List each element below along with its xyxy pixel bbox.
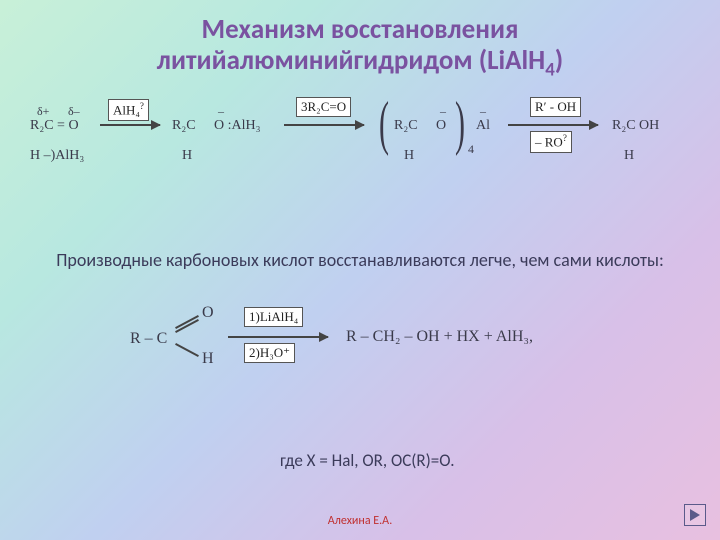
author-credit: Алехина Е.А. [0, 514, 720, 528]
arrow-2 [284, 124, 364, 126]
title-line1: Механизм восстановления [202, 13, 519, 46]
box-alh4: AlH₄? [108, 99, 149, 120]
br-obar: – [440, 105, 446, 117]
r2c-eq-o: R₂C = O [30, 119, 79, 133]
s2-hbot: H [202, 351, 214, 367]
arrow-3 [508, 124, 598, 126]
int1-obar: – [218, 105, 224, 117]
s2-r: R – C [130, 331, 167, 347]
delta-plus: δ+ [37, 105, 49, 117]
br-o: O [436, 119, 446, 133]
title-line2a: литийалюминийгидридом (LiAlH [157, 44, 545, 77]
s2-arrow [228, 336, 328, 338]
int1-r2c: R₂C [172, 119, 196, 133]
bracket-open: ( [374, 93, 394, 153]
box-ro: – RO? [530, 131, 572, 152]
int1-h: H [182, 149, 192, 163]
box-ro-sup: ? [563, 133, 567, 143]
box-h3o: 2)H₃O⁺ [244, 343, 295, 363]
bracket-close: ) [450, 93, 470, 153]
br-al: Al [476, 119, 490, 133]
s2-o: O [202, 305, 214, 321]
br-h: H [404, 149, 414, 163]
h-alh3: H –)AlH₃ [30, 149, 84, 163]
title-sub: 4 [545, 58, 555, 81]
delta-minus: δ– [68, 105, 80, 117]
reaction-scheme-2: R – C O H 1)LiAlH₄ 2)H₃O⁺ R – CH₂ – OH +… [0, 301, 720, 391]
footnote: где X = Hal, OR, OC(R)=O. [280, 450, 455, 471]
reaction-scheme-1: δ+ δ– R₂C = O H –)AlH₃ AlH₄? R₂C H – O :… [0, 99, 720, 219]
arrow-1 [100, 124, 160, 126]
prod-h: H [624, 149, 634, 163]
box-lialh4: 1)LiAlH₄ [244, 307, 303, 327]
prod-r2c-oh: R₂C OH [612, 119, 659, 133]
s2-product: R – CH₂ – OH + HX + AlH₃, [346, 329, 533, 345]
br-exp: 4 [468, 143, 474, 155]
box-roh: R′ - OH [530, 97, 581, 117]
title-line2b: ) [555, 44, 563, 77]
int1-oalh3: O :AlH₃ [214, 119, 261, 133]
next-slide-button[interactable] [684, 504, 706, 526]
box-alh4-sup: ? [140, 101, 144, 111]
br-r2c: R₂C [394, 119, 418, 133]
s2-bond-down [175, 343, 199, 357]
subtitle-text: Производные карбоновых кислот восстанавл… [0, 249, 720, 272]
box-ro-text: – RO [535, 135, 563, 150]
box-alh4-text: AlH₄ [113, 103, 140, 118]
box-3r2co: 3R₂C=O [296, 97, 351, 117]
slide-title: Механизм восстановления литийалюминийгид… [0, 0, 720, 81]
br-albar: – [480, 105, 486, 117]
